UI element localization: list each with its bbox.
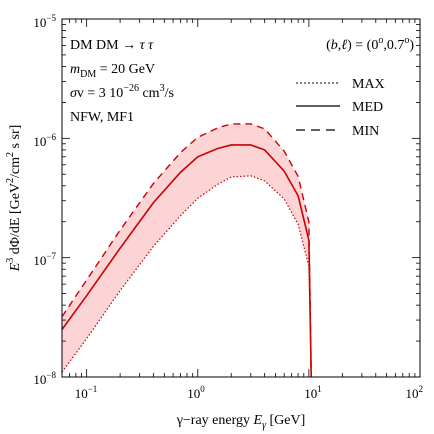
legend-label-med: MED: [352, 100, 383, 115]
plot-frame: [61, 18, 421, 378]
annotation-channel: DM DM → τ τ: [70, 38, 154, 53]
annotation-profile: NFW, MF1: [70, 110, 134, 125]
x-axis-label: γ−ray energy Eγ [GeV]: [176, 413, 306, 431]
annotation-cross-section: σv = 3 10−26 cm3/s: [70, 83, 174, 101]
y-tick-label-4: 10−5: [33, 13, 56, 30]
y-axis-label: E3 dΦ/dE [GeV2/cm2 s sr]: [5, 125, 23, 273]
series-line-med: [61, 144, 313, 378]
series-line-min: [61, 123, 312, 378]
y-tick-label-2: 10−7: [33, 251, 56, 268]
y-tick-label-1: 10−8: [33, 370, 56, 387]
x-tick-label-4: 102: [406, 384, 424, 401]
axis-ticks: [61, 18, 421, 378]
x-tick-label-3: 101: [304, 384, 322, 401]
series-line-max: [61, 175, 312, 378]
legend: MAX MED MIN: [296, 77, 385, 139]
x-tick-label-1: 10−1: [75, 384, 98, 401]
y-tick-label-3: 10−6: [33, 132, 56, 149]
annotation-coordinates: (b,ℓ) = (0o,0.7o): [326, 35, 414, 53]
x-tick-label-2: 100: [187, 384, 205, 401]
legend-label-min: MIN: [352, 124, 379, 139]
annotation-mass: mDM = 20 GeV: [70, 62, 155, 80]
legend-label-max: MAX: [352, 77, 385, 92]
band-max-min: [62, 123, 312, 377]
